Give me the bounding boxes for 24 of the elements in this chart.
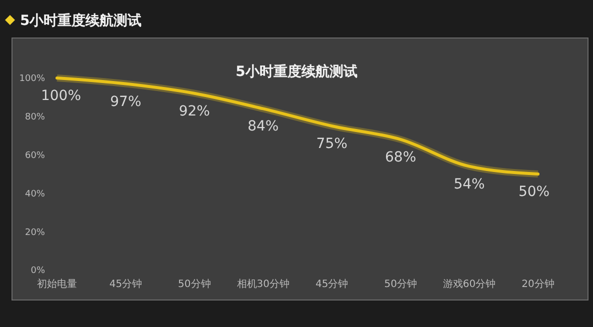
data-label: 75% bbox=[316, 136, 348, 152]
x-tick-label: 相机30分钟 bbox=[236, 278, 290, 290]
y-tick-label: 20% bbox=[24, 228, 46, 238]
y-tick-label: 0% bbox=[30, 266, 46, 276]
x-tick-label: 50分钟 bbox=[178, 278, 211, 290]
x-tick-label: 20分钟 bbox=[522, 278, 554, 290]
x-tick-label: 初始电量 bbox=[37, 278, 77, 290]
y-tick-label: 40% bbox=[24, 189, 46, 200]
data-label: 68% bbox=[385, 149, 416, 166]
chart-subtitle: 5小时重度续航测试 bbox=[236, 63, 358, 80]
data-label: 84% bbox=[248, 118, 279, 135]
data-label: 97% bbox=[110, 94, 142, 110]
data-label: 54% bbox=[454, 176, 485, 192]
y-tick-label: 80% bbox=[24, 112, 46, 123]
data-label: 92% bbox=[178, 103, 210, 120]
chart-title: 5小时重度续航测试 bbox=[20, 12, 142, 29]
data-label: 50% bbox=[518, 184, 550, 200]
x-tick-label: 50分钟 bbox=[384, 278, 417, 290]
y-tick-label: 60% bbox=[24, 150, 46, 161]
x-tick-label: 游戏60分钟 bbox=[442, 278, 496, 290]
y-tick-label: 100% bbox=[19, 74, 46, 84]
x-tick-label: 45分钟 bbox=[315, 278, 348, 290]
data-label: 100% bbox=[40, 88, 82, 104]
x-tick-label: 45分钟 bbox=[109, 278, 142, 290]
